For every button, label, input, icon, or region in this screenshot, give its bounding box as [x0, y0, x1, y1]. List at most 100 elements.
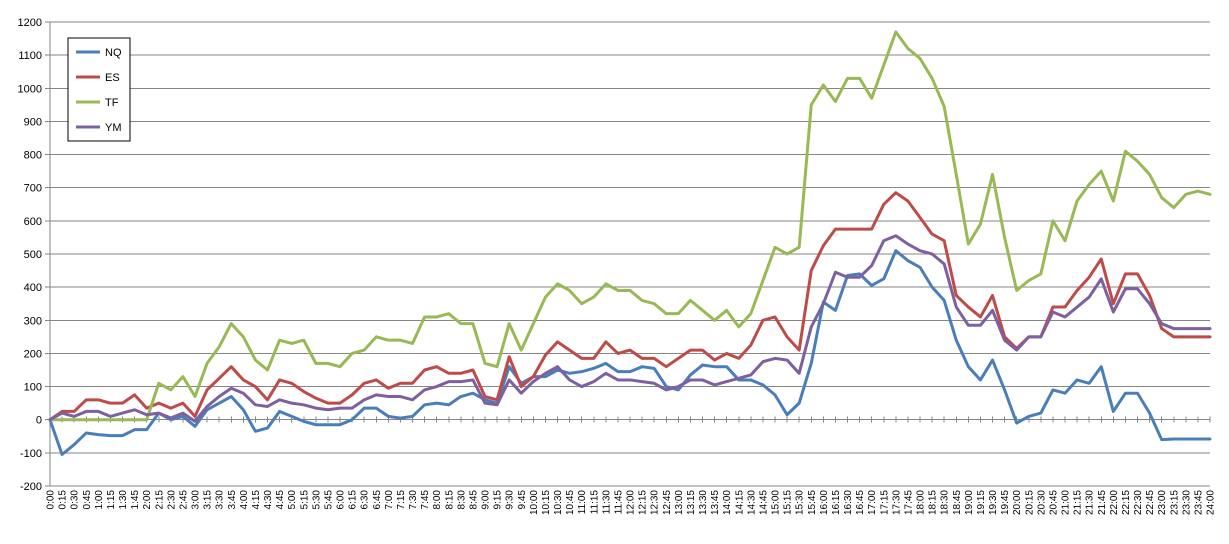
- x-tick-label: 20:30: [1036, 490, 1047, 515]
- x-tick-label: 21:15: [1073, 490, 1084, 515]
- x-tick-label: 4:15: [251, 490, 262, 510]
- x-tick-label: 1:30: [118, 490, 129, 510]
- x-tick-label: 12:45: [662, 490, 673, 515]
- x-tick-label: 10:30: [553, 490, 564, 515]
- x-tick-label: 16:15: [831, 490, 842, 515]
- x-tick-label: 17:45: [903, 490, 914, 515]
- y-tick-label: 600: [24, 216, 42, 228]
- series-line-nq: [48, 249, 1212, 457]
- x-tick-label: 4:30: [263, 490, 274, 510]
- x-tick-label: 16:45: [855, 490, 866, 515]
- x-tick-label: 23:45: [1193, 490, 1204, 515]
- x-tick-label: 6:15: [348, 490, 359, 510]
- x-axis-ticks: 0:00 0:15 0:30 0:45 1:00 1:15 1:30 1:45 2:00 2:15…: [46, 416, 1217, 515]
- legend-box: [67, 37, 131, 142]
- x-tick-label: 17:00: [867, 490, 878, 515]
- x-tick-label: 12:30: [650, 490, 661, 515]
- x-tick-label: 8:15: [444, 490, 455, 510]
- legend-label-es: ES: [105, 72, 120, 84]
- series-line-es: [48, 191, 1212, 422]
- legend: NQ ES TF YM: [67, 37, 131, 142]
- x-tick-label: 21:00: [1061, 490, 1072, 515]
- x-tick-label: 15:30: [795, 490, 806, 515]
- x-tick-label: 3:45: [227, 490, 238, 510]
- x-tick-label: 16:30: [843, 490, 854, 515]
- x-tick-label: 2:45: [178, 490, 189, 510]
- x-tick-label: 8:30: [456, 490, 467, 510]
- x-tick-label: 19:00: [964, 490, 975, 515]
- x-tick-label: 20:00: [1012, 490, 1023, 515]
- x-tick-label: 19:15: [976, 490, 987, 515]
- x-tick-label: 16:00: [819, 490, 830, 515]
- series-lines: [48, 30, 1212, 457]
- x-tick-label: 6:45: [372, 490, 383, 510]
- x-tick-label: 21:30: [1085, 490, 1096, 515]
- x-tick-label: 19:30: [988, 490, 999, 515]
- gridlines: [50, 21, 1210, 487]
- x-tick-label: 14:00: [722, 490, 733, 515]
- x-tick-label: 14:30: [746, 490, 757, 515]
- x-tick-label: 9:45: [517, 490, 528, 510]
- x-tick-label: 12:15: [638, 490, 649, 515]
- legend-label-ym: YM: [105, 122, 122, 134]
- x-tick-label: 1:15: [106, 490, 117, 510]
- x-tick-label: 23:15: [1169, 490, 1180, 515]
- x-tick-label: 7:00: [384, 490, 395, 510]
- y-tick-label: 400: [24, 282, 42, 294]
- y-tick-label: 900: [24, 116, 42, 128]
- x-tick-label: 21:45: [1097, 490, 1108, 515]
- y-tick-label: 1100: [18, 50, 42, 62]
- series-line-ym: [48, 234, 1212, 423]
- x-tick-label: 22:30: [1133, 490, 1144, 515]
- x-tick-label: 7:15: [396, 490, 407, 510]
- y-tick-label: 200: [24, 348, 42, 360]
- x-tick-label: 20:15: [1024, 490, 1035, 515]
- x-tick-label: 22:15: [1121, 490, 1132, 515]
- x-tick-label: 10:00: [529, 490, 540, 515]
- x-tick-label: 5:15: [299, 490, 310, 510]
- x-tick-label: 11:15: [589, 490, 600, 515]
- x-tick-label: 8:45: [468, 490, 479, 510]
- y-axis-ticks: -200 -100 0 100 200 300 400 500 600 700 800 900 1000…: [18, 17, 50, 493]
- x-tick-label: 9:30: [505, 490, 516, 510]
- y-tick-label: -100: [20, 448, 42, 460]
- legend-label-nq: NQ: [105, 47, 122, 59]
- x-tick-label: 17:30: [891, 490, 902, 515]
- x-tick-label: 23:00: [1157, 490, 1168, 515]
- x-tick-label: 11:30: [601, 490, 612, 515]
- y-tick-label: 1000: [18, 83, 42, 95]
- x-tick-label: 1:00: [94, 490, 105, 510]
- x-tick-label: 6:30: [360, 490, 371, 510]
- x-tick-label: 15:15: [783, 490, 794, 515]
- x-tick-label: 15:45: [807, 490, 818, 515]
- x-tick-label: 8:00: [432, 490, 443, 510]
- y-tick-label: 1200: [18, 17, 42, 29]
- x-tick-label: 2:15: [154, 490, 165, 510]
- x-tick-label: 22:45: [1145, 490, 1156, 515]
- x-tick-label: 5:30: [311, 490, 322, 510]
- x-tick-label: 18:30: [940, 490, 951, 515]
- x-tick-label: 2:30: [166, 490, 177, 510]
- x-tick-label: 11:00: [577, 490, 588, 515]
- x-tick-label: 4:45: [275, 490, 286, 510]
- x-tick-label: 17:15: [879, 490, 890, 515]
- x-tick-label: 9:00: [481, 490, 492, 510]
- y-tick-label: 800: [24, 150, 42, 162]
- x-tick-label: 13:45: [710, 490, 721, 515]
- x-tick-label: 24:00: [1206, 490, 1217, 515]
- x-tick-label: 18:45: [952, 490, 963, 515]
- x-tick-label: 0:15: [58, 490, 69, 510]
- x-tick-label: 7:30: [408, 490, 419, 510]
- y-tick-label: 300: [24, 315, 42, 327]
- x-tick-label: 18:15: [928, 490, 939, 515]
- legend-label-tf: TF: [105, 97, 119, 109]
- x-tick-label: 23:30: [1181, 490, 1192, 515]
- x-tick-label: 7:45: [420, 490, 431, 510]
- x-tick-label: 10:15: [541, 490, 552, 515]
- x-tick-label: 14:15: [734, 490, 745, 515]
- y-tick-label: 0: [36, 415, 42, 427]
- x-tick-label: 22:00: [1109, 490, 1120, 515]
- x-tick-label: 5:45: [323, 490, 334, 510]
- series-line-tf: [48, 30, 1212, 422]
- x-tick-label: 14:45: [758, 490, 769, 515]
